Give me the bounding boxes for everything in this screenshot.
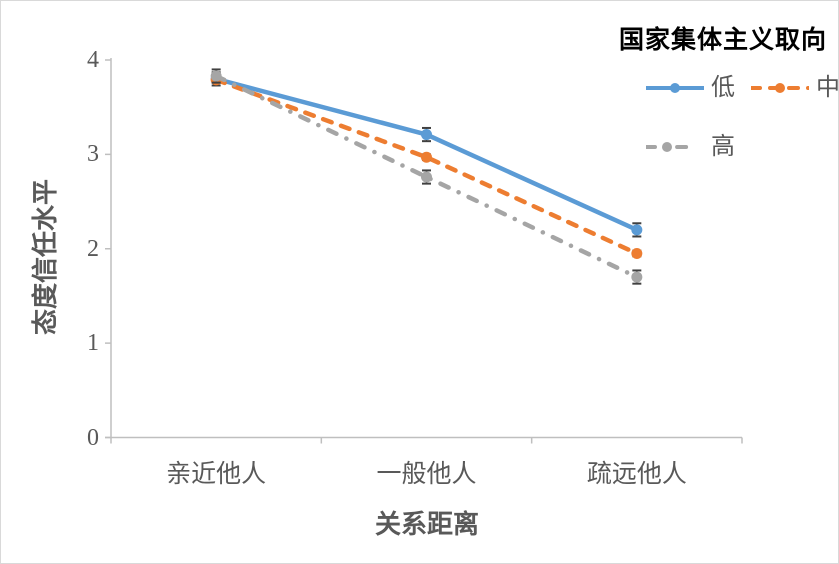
y-tick-label: 4 <box>87 47 99 73</box>
x-axis-title: 关系距离 <box>374 510 479 539</box>
legend-item-label: 高 <box>711 134 735 160</box>
x-category-label: 亲近他人 <box>166 461 267 488</box>
data-point-marker-high <box>210 70 222 82</box>
data-point-marker-mid <box>631 247 643 259</box>
data-point-marker-high <box>631 271 643 283</box>
legend-swatch-low <box>646 83 704 93</box>
legend-item-label: 低 <box>711 75 735 101</box>
legend-item-mid: 中 <box>751 74 839 102</box>
data-point-marker-low <box>631 224 643 236</box>
y-tick-label: 0 <box>87 424 99 451</box>
data-point-marker-high <box>421 171 432 183</box>
legend-title: 国家集体主义取向 <box>618 27 827 54</box>
legend-item-high: 高 <box>646 133 735 161</box>
legend-row: 低中 <box>646 73 839 103</box>
x-category-label: 疏远他人 <box>586 461 687 488</box>
series-line-mid <box>213 77 640 256</box>
legend-swatch-high <box>646 142 696 152</box>
data-point-marker-mid <box>421 151 432 163</box>
x-category-label: 一般他人 <box>376 461 477 488</box>
y-tick-label: 1 <box>87 330 99 357</box>
y-tick-label: 3 <box>87 141 99 168</box>
legend-swatch-mid <box>751 83 809 93</box>
legend-item-label: 中 <box>816 75 839 101</box>
legend-row: 高 <box>646 132 735 162</box>
legend-item-low: 低 <box>646 74 735 102</box>
y-tick-label: 2 <box>87 235 99 262</box>
data-point-marker-low <box>421 129 432 141</box>
y-axis-title: 态度信任水平 <box>31 179 60 336</box>
